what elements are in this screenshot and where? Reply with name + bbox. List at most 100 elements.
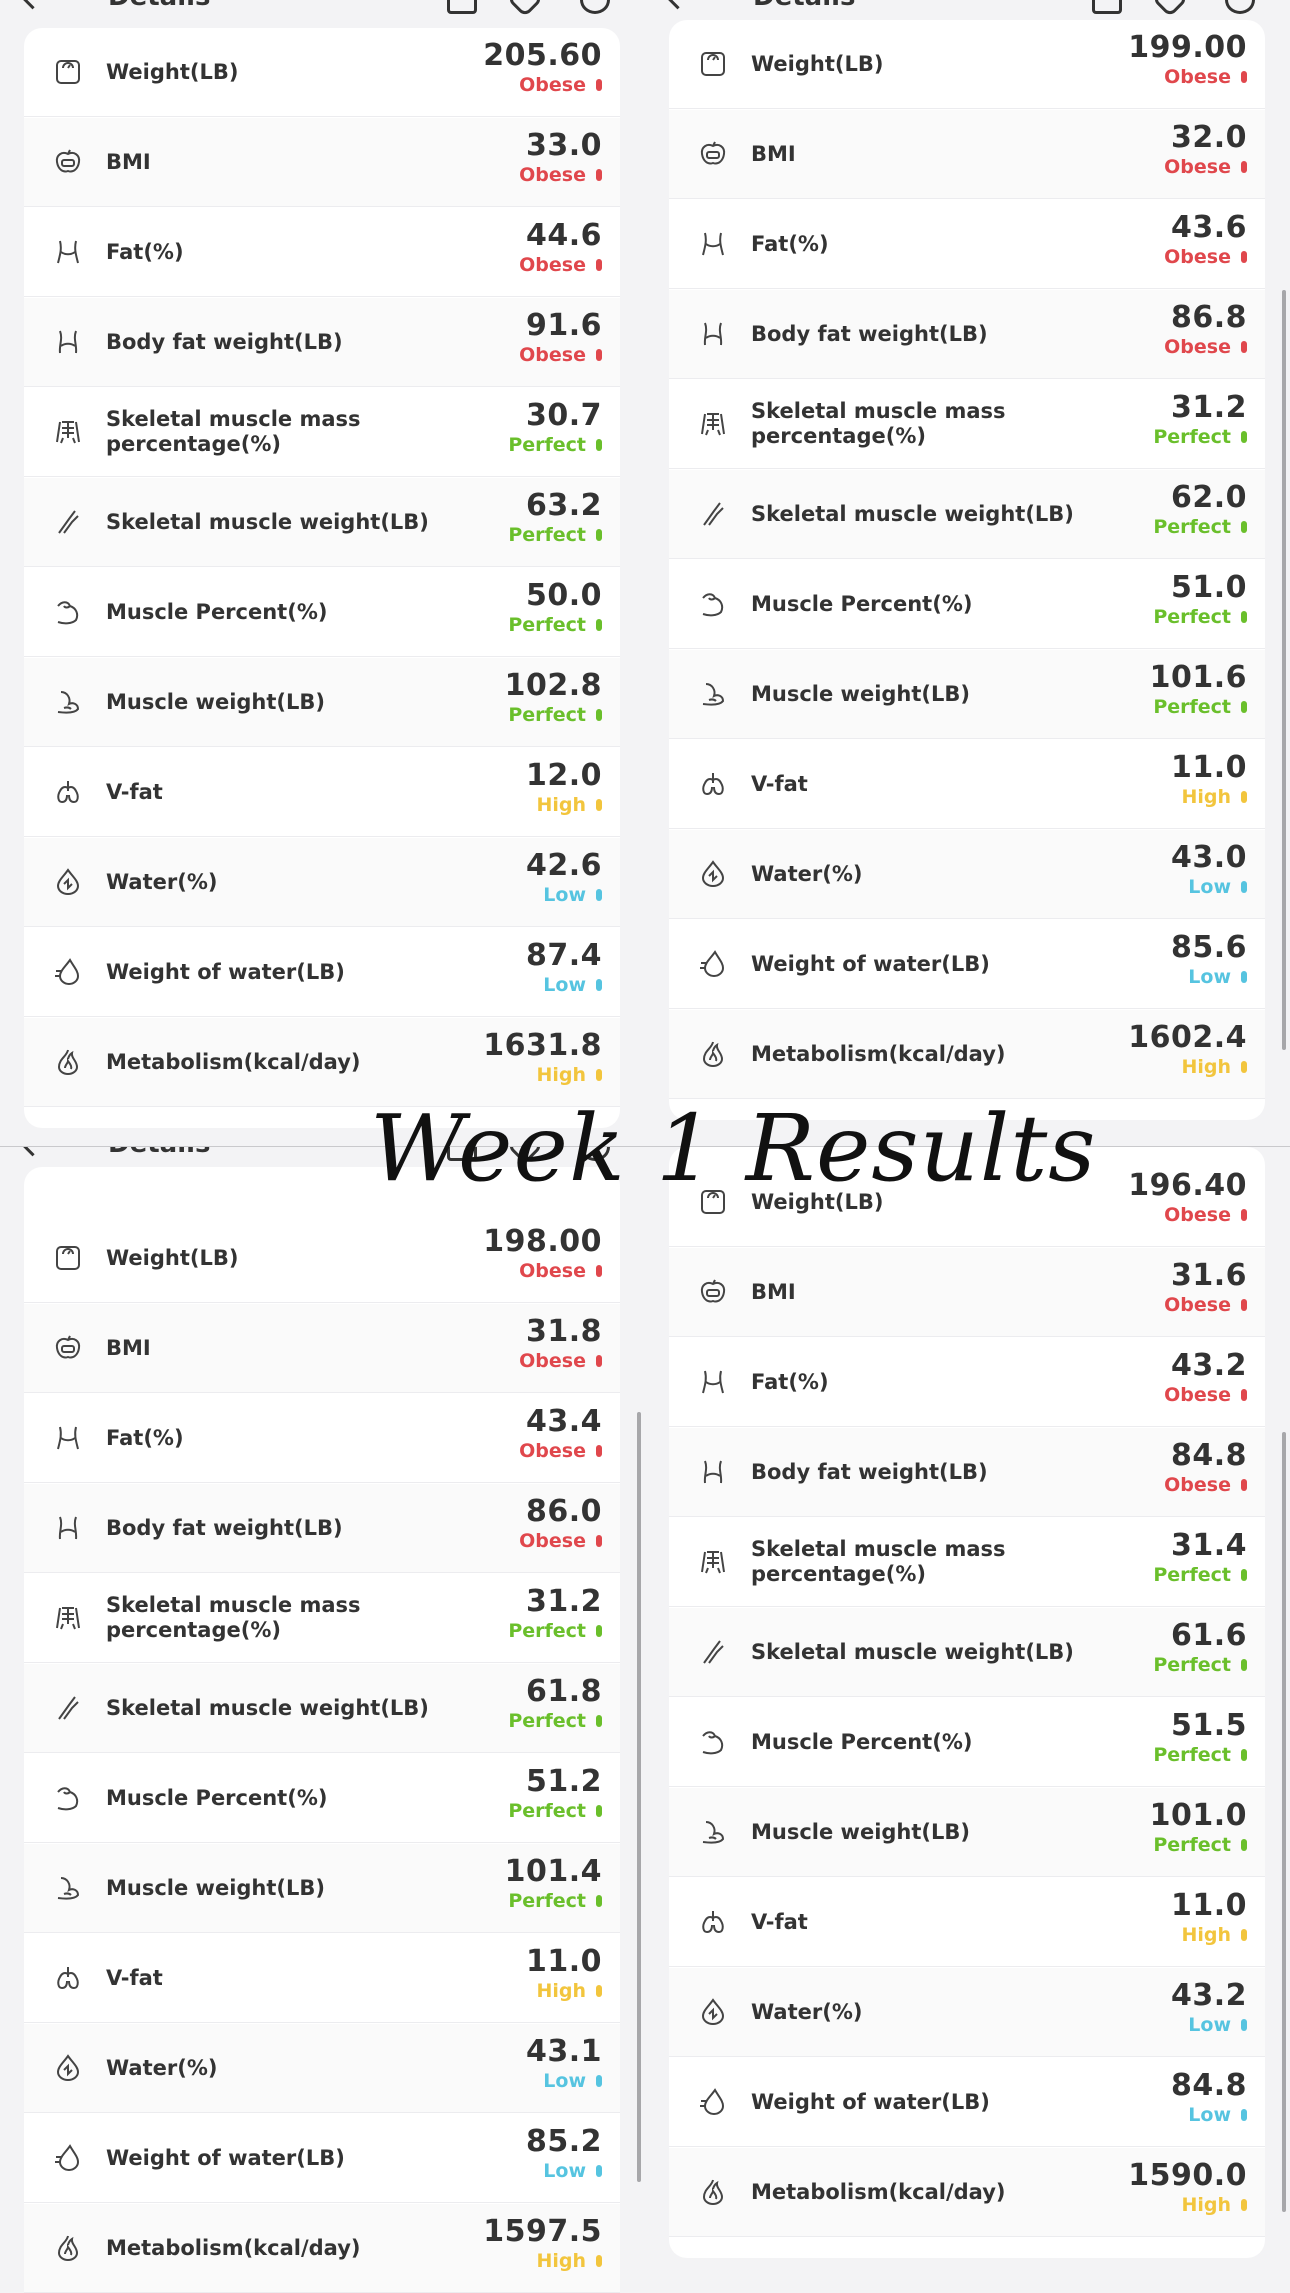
metric-row[interactable]: Skeletal muscle mass percentage(%) 31.2 Pe… — [669, 380, 1265, 469]
metric-row[interactable]: BMI 32.0 Obese — [669, 110, 1265, 199]
metric-row[interactable]: BMI 31.8 Obese — [24, 1304, 620, 1393]
back-arrow-icon[interactable] — [662, 0, 693, 10]
status-badge: Perfect — [1153, 696, 1247, 718]
metric-row[interactable]: Skeletal muscle weight(LB) 61.6 Perfect — [669, 1608, 1265, 1697]
metric-row[interactable]: Skeletal muscle mass percentage(%) 30.7 Pe… — [24, 388, 620, 477]
metric-value: 198.00 — [483, 1224, 602, 1259]
status-badge: Low — [1188, 2104, 1247, 2126]
metric-row[interactable]: V-fat 11.0 High — [24, 1934, 620, 2023]
metric-value: 11.0 — [1170, 1888, 1247, 1923]
metric-row[interactable]: Muscle weight(LB) 101.6 Perfect — [669, 650, 1265, 739]
metric-row[interactable]: Muscle Percent(%) 51.2 Perfect — [24, 1754, 620, 1843]
shield-icon[interactable] — [506, 0, 544, 18]
share-icon[interactable] — [447, 0, 477, 14]
scrollbar[interactable] — [1282, 290, 1286, 1050]
metric-row[interactable]: Water(%) 43.0 Low — [669, 830, 1265, 919]
results-panel-1: DetailsWeight(LB)205.60ObeseBMI33.0Obese… — [0, 0, 645, 1146]
shield-icon[interactable] — [1151, 0, 1189, 18]
metric-value-group: 43.0 Low — [1171, 840, 1247, 898]
metric-value: 85.6 — [1170, 930, 1247, 965]
metric-row[interactable]: Muscle weight(LB) 101.0 Perfect — [669, 1788, 1265, 1877]
metric-row[interactable]: V-fat 11.0 High — [669, 740, 1265, 829]
metric-row[interactable]: Fat(%) 43.2 Obese — [669, 1338, 1265, 1427]
metric-value-group: 87.4 Low — [526, 938, 602, 996]
metric-row[interactable]: Muscle Percent(%) 50.0 Perfect — [24, 568, 620, 657]
metric-row[interactable]: Water(%) 42.6 Low — [24, 838, 620, 927]
flame-icon — [697, 1038, 729, 1070]
share-icon[interactable] — [1092, 0, 1122, 14]
metric-value-group: 32.0 Obese — [1164, 120, 1247, 178]
scale-icon — [697, 48, 729, 80]
metric-row[interactable]: Muscle Percent(%) 51.0 Perfect — [669, 560, 1265, 649]
metric-row[interactable]: Body fat weight(LB) 91.6 Obese — [24, 298, 620, 387]
metric-value: 43.4 — [525, 1404, 602, 1439]
metric-row[interactable]: Muscle weight(LB) 101.4 Perfect — [24, 1844, 620, 1933]
metric-row[interactable]: Body fat weight(LB) 84.8 Obese — [669, 1428, 1265, 1517]
scrollbar[interactable] — [637, 1412, 641, 2182]
metric-row[interactable]: Weight(LB) 198.00 Obese — [24, 1214, 620, 1303]
metric-row[interactable]: Fat(%) 43.6 Obese — [669, 200, 1265, 289]
metric-label: Weight of water(LB) — [106, 2145, 345, 2170]
help-icon[interactable] — [1225, 0, 1255, 14]
metric-row[interactable]: Body fat weight(LB) 86.0 Obese — [24, 1484, 620, 1573]
metric-row[interactable]: Muscle Percent(%) 51.5 Perfect — [669, 1698, 1265, 1787]
metric-row[interactable]: Water(%) 43.2 Low — [669, 1968, 1265, 2057]
metric-row[interactable]: Metabolism(kcal/day) 1631.8 High — [24, 1018, 620, 1107]
metric-row[interactable]: Skeletal muscle mass percentage(%) 31.2 Pe… — [24, 1574, 620, 1663]
metric-value: 205.60 — [483, 38, 602, 73]
status-label: Low — [1188, 876, 1231, 898]
status-badge: Obese — [519, 1530, 602, 1552]
share-icon[interactable] — [447, 1147, 477, 1161]
metric-row[interactable]: Water(%) 43.1 Low — [24, 2024, 620, 2113]
metric-row[interactable]: V-fat 12.0 High — [24, 748, 620, 837]
metric-row[interactable]: Weight of water(LB) 84.8 Low — [669, 2058, 1265, 2147]
metric-value-group: 1631.8 High — [483, 1028, 602, 1086]
metric-row[interactable]: Weight(LB) 199.00 Obese — [669, 20, 1265, 109]
metric-row[interactable]: BMI 31.6 Obese — [669, 1248, 1265, 1337]
metric-row[interactable]: Weight(LB) 205.60 Obese — [24, 28, 620, 117]
metric-label: Skeletal muscle mass percentage(%) — [751, 399, 1006, 448]
metric-row[interactable]: Weight of water(LB) 85.6 Low — [669, 920, 1265, 1009]
metric-value: 101.6 — [1149, 660, 1247, 695]
metric-row[interactable]: Body fat weight(LB) 86.8 Obese — [669, 290, 1265, 379]
skeleton-torso-icon — [697, 408, 729, 440]
metric-value-group: 31.8 Obese — [519, 1314, 602, 1372]
metric-row[interactable]: Weight of water(LB) 87.4 Low — [24, 928, 620, 1017]
metric-value-group: 30.7 Perfect — [508, 398, 602, 456]
status-label: Perfect — [508, 1800, 586, 1822]
metric-row[interactable]: Fat(%) 44.6 Obese — [24, 208, 620, 297]
metric-row[interactable]: Metabolism(kcal/day) 1590.0 High — [669, 2148, 1265, 2237]
metric-value: 63.2 — [525, 488, 602, 523]
metric-value-group: 84.8 Obese — [1164, 1438, 1247, 1496]
status-badge: Low — [1188, 2014, 1247, 2036]
back-arrow-icon[interactable] — [17, 1147, 48, 1157]
help-icon[interactable] — [580, 0, 610, 14]
metric-row[interactable]: Skeletal muscle mass percentage(%) 31.4 Pe… — [669, 1518, 1265, 1607]
metric-value-group: 1597.5 High — [483, 2214, 602, 2272]
metric-row[interactable]: Fat(%) 43.4 Obese — [24, 1394, 620, 1483]
status-dot-icon — [1241, 971, 1247, 983]
status-label: High — [1181, 2194, 1231, 2216]
metric-row[interactable]: V-fat 11.0 High — [669, 1878, 1265, 1967]
metric-row[interactable]: Metabolism(kcal/day) 1597.5 High — [24, 2204, 620, 2293]
metric-row[interactable]: Weight of water(LB) 85.2 Low — [24, 2114, 620, 2203]
status-badge: Perfect — [1153, 606, 1247, 628]
metric-value: 42.6 — [525, 848, 602, 883]
scrollbar[interactable] — [1282, 1432, 1286, 2212]
metric-row[interactable]: Muscle weight(LB) 102.8 Perfect — [24, 658, 620, 747]
metric-row[interactable]: Skeletal muscle weight(LB) 62.0 Perfect — [669, 470, 1265, 559]
status-label: Low — [1188, 966, 1231, 988]
metric-label: Skeletal muscle weight(LB) — [751, 1639, 1074, 1664]
metric-row[interactable]: Weight(LB) 196.40 Obese — [669, 1158, 1265, 1247]
status-badge: Perfect — [508, 434, 602, 456]
status-dot-icon — [596, 349, 602, 361]
metric-row[interactable]: Skeletal muscle weight(LB) 61.8 Perfect — [24, 1664, 620, 1753]
back-arrow-icon[interactable] — [17, 0, 48, 10]
metric-row[interactable]: Metabolism(kcal/day) 1602.4 High — [669, 1010, 1265, 1099]
status-label: Obese — [1164, 1474, 1231, 1496]
status-dot-icon — [1241, 71, 1247, 83]
metric-value: 31.8 — [525, 1314, 602, 1349]
metric-row[interactable]: Skeletal muscle weight(LB) 63.2 Perfect — [24, 478, 620, 567]
metric-row[interactable]: BMI 33.0 Obese — [24, 118, 620, 207]
status-badge: Obese — [1164, 66, 1247, 88]
